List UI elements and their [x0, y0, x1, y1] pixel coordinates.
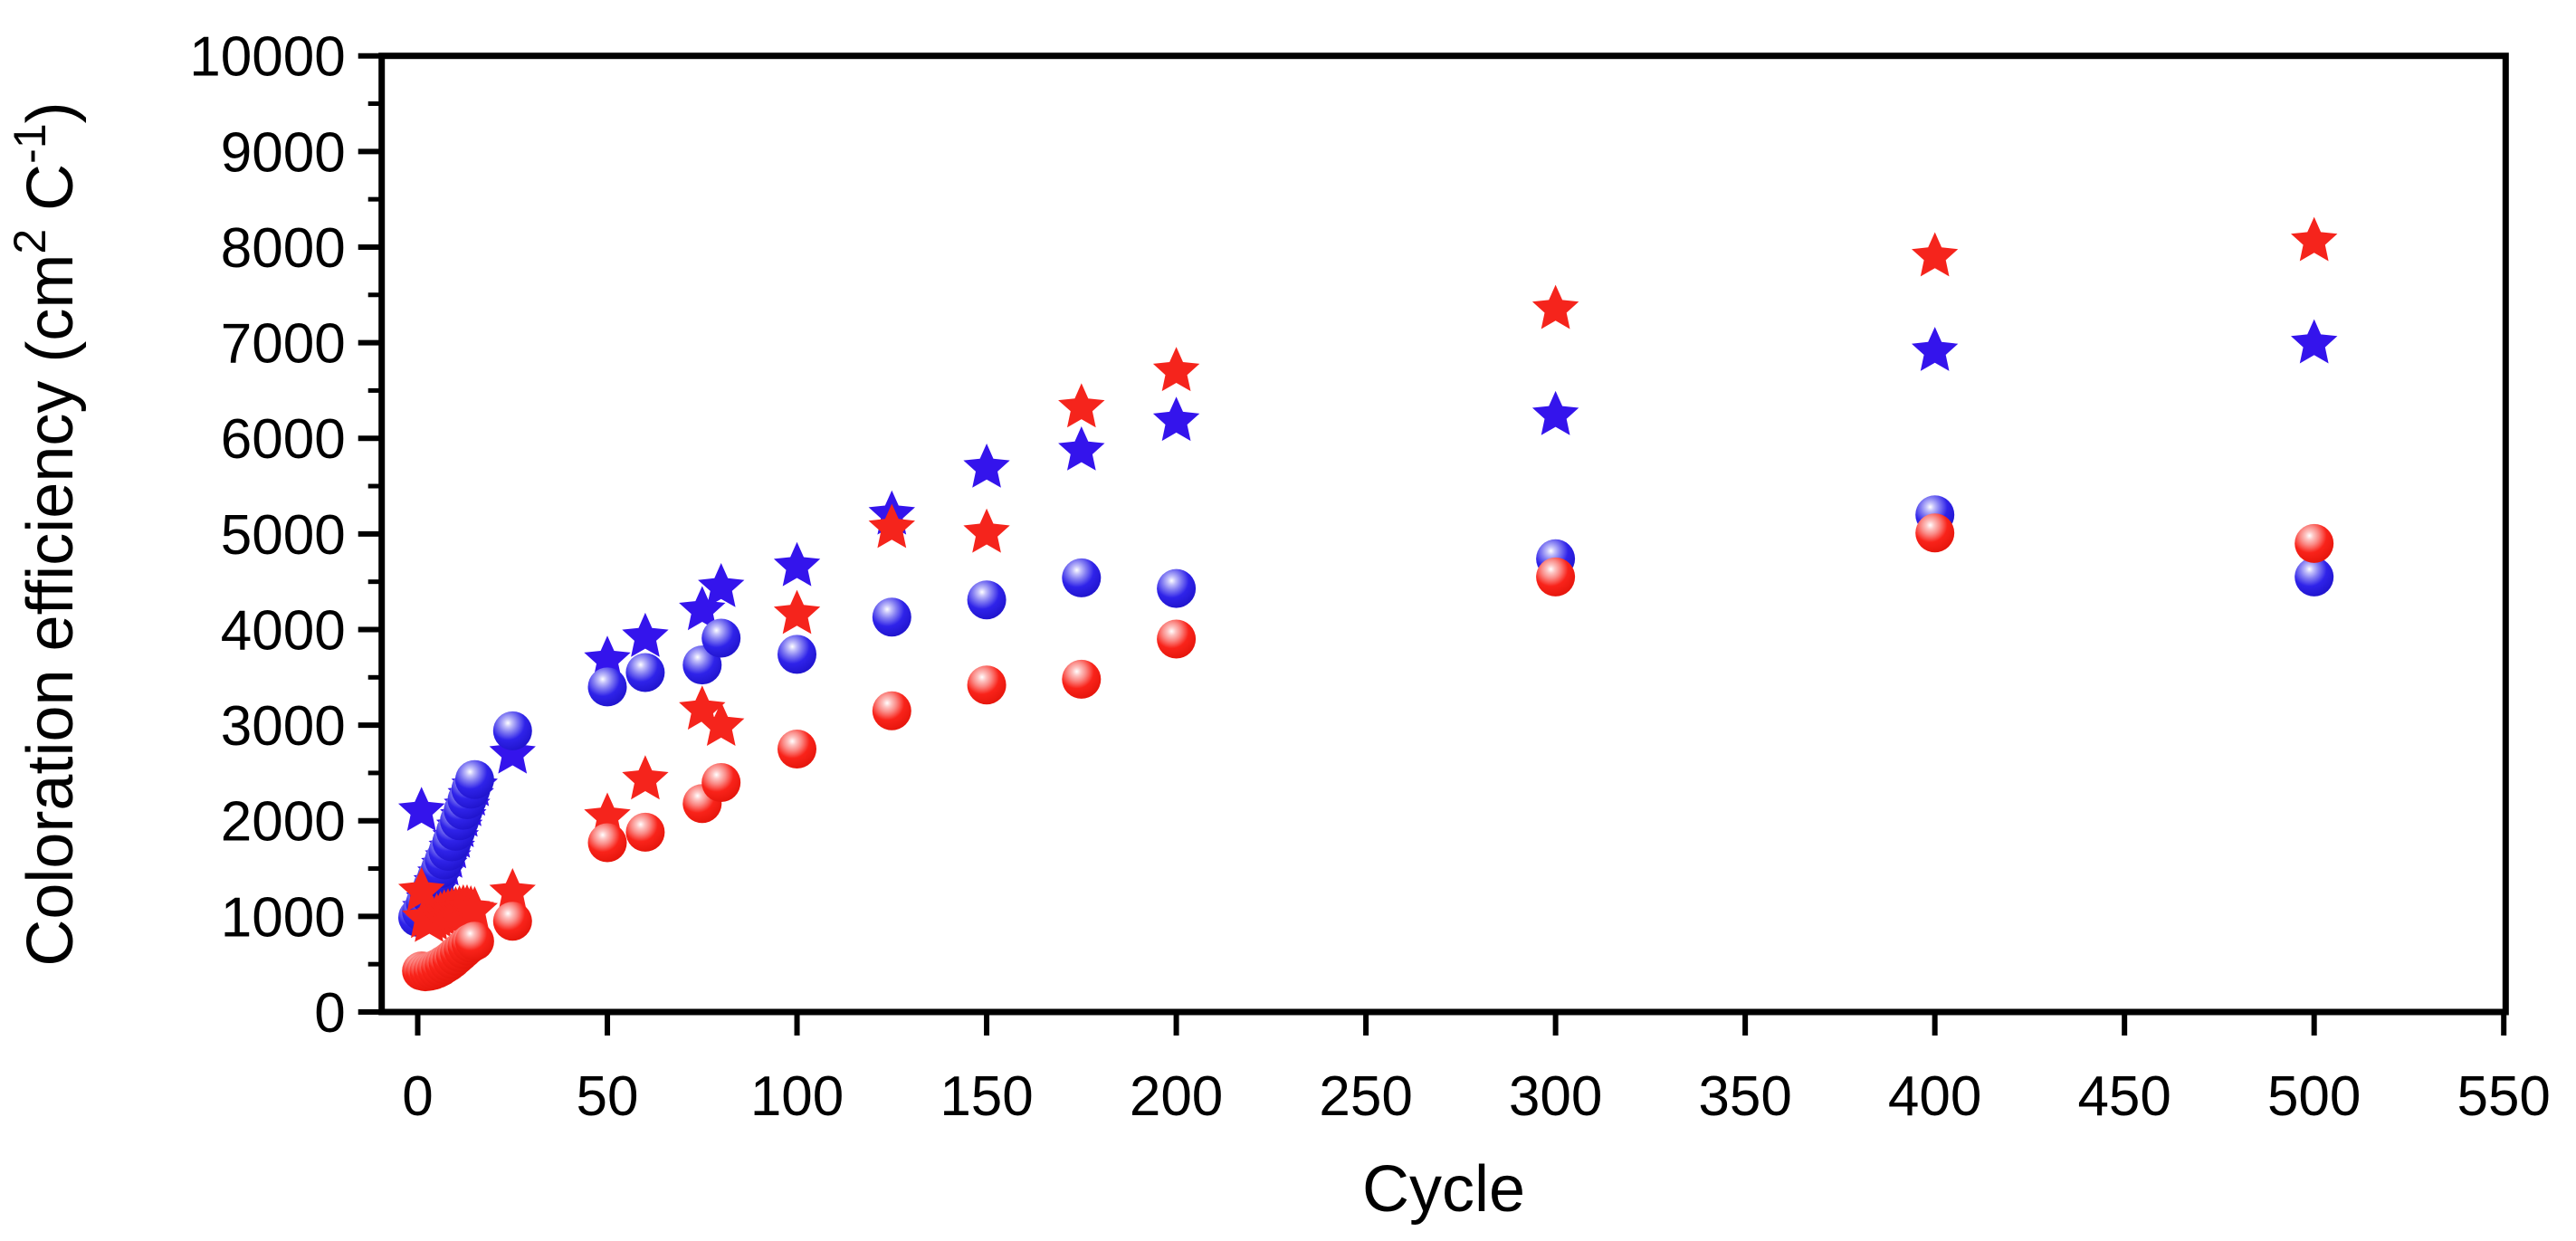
data-point-blue-spheres	[454, 759, 494, 799]
data-point-red-spheres	[587, 823, 627, 863]
data-point-blue-stars	[679, 586, 726, 631]
x-axis-title: Cycle	[1362, 1153, 1525, 1226]
data-point-blue-spheres	[587, 667, 627, 707]
data-point-blue-spheres	[625, 653, 665, 692]
data-point-red-stars	[451, 886, 498, 931]
series-red-spheres	[402, 513, 2334, 992]
data-point-red-spheres	[701, 763, 741, 802]
data-point-blue-stars	[489, 729, 536, 774]
data-point-blue-spheres	[872, 597, 911, 637]
data-point-blue-spheres	[701, 618, 741, 658]
data-point-red-spheres	[1062, 659, 1102, 699]
data-point-blue-stars	[1058, 426, 1105, 471]
data-point-red-stars	[584, 792, 631, 837]
data-point-red-stars	[868, 503, 915, 549]
data-point-red-spheres	[492, 902, 532, 941]
y-tick-label: 4000	[221, 599, 346, 662]
data-point-blue-stars	[1912, 327, 1959, 371]
series-blue-stars	[398, 319, 2338, 929]
y-tick-label: 10000	[189, 26, 345, 89]
y-tick-label: 8000	[221, 217, 346, 280]
data-point-blue-spheres	[1157, 568, 1197, 608]
data-point-red-stars	[489, 868, 536, 912]
x-tick-label: 200	[1130, 1065, 1223, 1128]
data-point-red-spheres	[1915, 513, 1955, 553]
data-point-blue-stars	[398, 787, 445, 831]
data-point-red-stars	[698, 702, 745, 746]
data-point-blue-stars	[584, 635, 631, 681]
data-point-red-stars	[1912, 232, 1959, 277]
data-point-red-spheres	[1536, 557, 1576, 597]
y-tick-label: 6000	[221, 408, 346, 471]
data-point-red-spheres	[872, 691, 911, 730]
data-point-blue-spheres	[967, 580, 1007, 620]
x-tick-label: 400	[1888, 1065, 1981, 1128]
y-tick-label: 2000	[221, 791, 346, 854]
y-tick-label: 9000	[221, 121, 346, 184]
y-tick-label: 0	[314, 982, 345, 1045]
y-tick-label: 5000	[221, 504, 346, 567]
data-point-red-spheres	[778, 730, 816, 768]
data-point-red-stars	[1058, 383, 1105, 428]
y-tick-label: 3000	[221, 695, 346, 758]
data-point-red-stars	[1152, 347, 1200, 392]
x-tick-label: 300	[1509, 1065, 1602, 1128]
data-point-red-spheres	[1157, 619, 1197, 659]
data-point-blue-spheres	[2295, 557, 2334, 597]
y-tick-label: 7000	[221, 313, 346, 376]
data-point-red-stars	[2291, 216, 2338, 262]
data-point-blue-spheres	[492, 711, 532, 750]
x-tick-label: 250	[1319, 1065, 1412, 1128]
data-point-blue-stars	[773, 541, 821, 587]
x-tick-label: 450	[2077, 1065, 2171, 1128]
data-point-red-stars	[1531, 284, 1579, 329]
plot-border	[378, 53, 2509, 1016]
data-point-red-stars	[622, 755, 669, 800]
x-tick-label: 0	[402, 1065, 433, 1128]
axes-layer: 0 50 100 150 200 250 300 350 400 450 500 550 0 1000 20…	[189, 26, 2551, 1128]
series-blue-spheres	[398, 495, 2334, 937]
data-point-red-spheres	[625, 812, 665, 852]
data-point-blue-stars	[2291, 319, 2338, 364]
x-tick-label: 500	[2267, 1065, 2361, 1128]
x-tick-label: 50	[577, 1065, 639, 1128]
x-tick-label: 100	[750, 1065, 844, 1128]
data-points-layer	[398, 216, 2338, 992]
y-axis-title: Coloration efficiency (cm2 C-1)	[5, 101, 87, 966]
data-point-red-stars	[963, 508, 1010, 553]
data-point-blue-stars	[698, 563, 745, 607]
data-point-blue-stars	[622, 612, 669, 657]
data-point-red-stars	[773, 589, 821, 635]
data-point-blue-spheres	[778, 635, 816, 674]
data-point-red-spheres	[2295, 523, 2334, 563]
data-point-blue-stars	[1531, 390, 1579, 435]
data-point-red-spheres	[967, 665, 1007, 705]
series-red-stars	[398, 216, 2338, 942]
data-point-blue-spheres	[1062, 558, 1102, 597]
data-point-blue-stars	[1152, 396, 1200, 442]
x-tick-label: 350	[1698, 1065, 1791, 1128]
data-point-blue-stars	[963, 444, 1010, 488]
data-point-red-spheres	[454, 921, 494, 961]
x-tick-label: 150	[940, 1065, 1033, 1128]
x-tick-label: 550	[2457, 1065, 2550, 1128]
y-tick-label: 1000	[221, 886, 346, 949]
